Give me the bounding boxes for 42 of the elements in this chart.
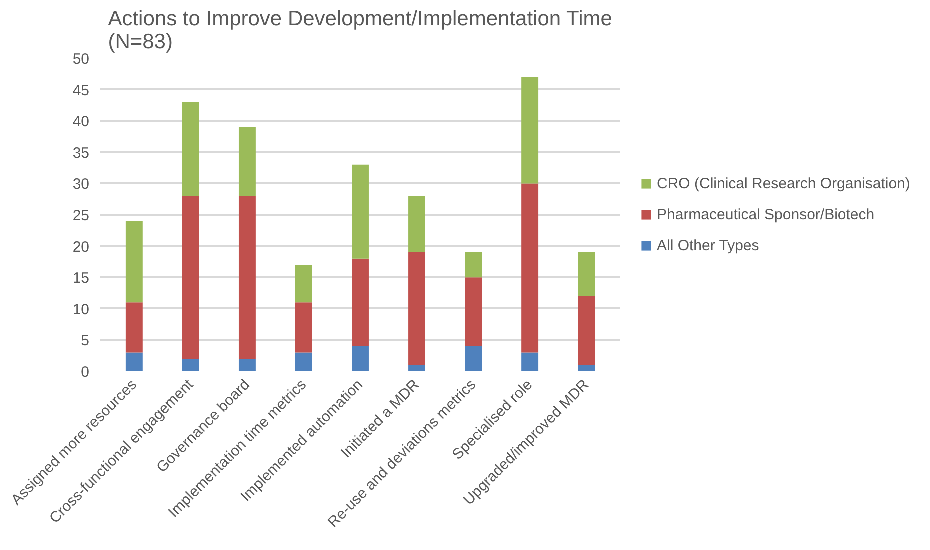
y-tick-label: 40 (72, 114, 90, 131)
y-tick-label: 20 (72, 238, 90, 256)
bar (522, 184, 539, 353)
bar (238, 127, 256, 196)
legend-label: CRO (Clinical Research Organisation) (657, 175, 910, 192)
bar (296, 265, 312, 303)
bar (126, 221, 143, 303)
y-tick-label: 30 (72, 176, 90, 194)
legend-label: All Other Types (657, 237, 760, 254)
bar (522, 77, 539, 184)
legend-label: Pharmaceutical Sponsor/Biotech (657, 206, 875, 223)
bar (126, 352, 143, 372)
bar (465, 252, 482, 278)
bar (182, 102, 200, 196)
bar (578, 296, 596, 366)
bar (578, 252, 596, 296)
y-tick-label: 50 (72, 51, 90, 68)
bar (352, 164, 369, 259)
bar (238, 196, 256, 359)
bar (408, 252, 426, 366)
bar (182, 196, 200, 359)
y-tick-label: 25 (72, 208, 90, 224)
bar (578, 365, 596, 372)
y-tick-label: 15 (72, 270, 90, 288)
chart-title: Actions to Improve Development/Implementation Time (N=83) (108, 8, 612, 54)
bar (465, 346, 482, 372)
bar (182, 358, 200, 372)
y-tick-label: 10 (72, 301, 90, 318)
bar (126, 302, 143, 353)
bar (238, 358, 256, 372)
bar (408, 365, 426, 372)
bar (296, 352, 312, 372)
bar (352, 258, 369, 346)
bar (408, 196, 426, 253)
y-tick-label: 5 (81, 332, 90, 350)
bar (352, 346, 369, 372)
bar (296, 302, 312, 353)
bar (522, 352, 539, 372)
y-tick-label: 0 (81, 364, 90, 381)
y-tick-label: 35 (72, 144, 90, 162)
y-tick-label: 45 (72, 82, 90, 100)
bar (465, 278, 482, 346)
